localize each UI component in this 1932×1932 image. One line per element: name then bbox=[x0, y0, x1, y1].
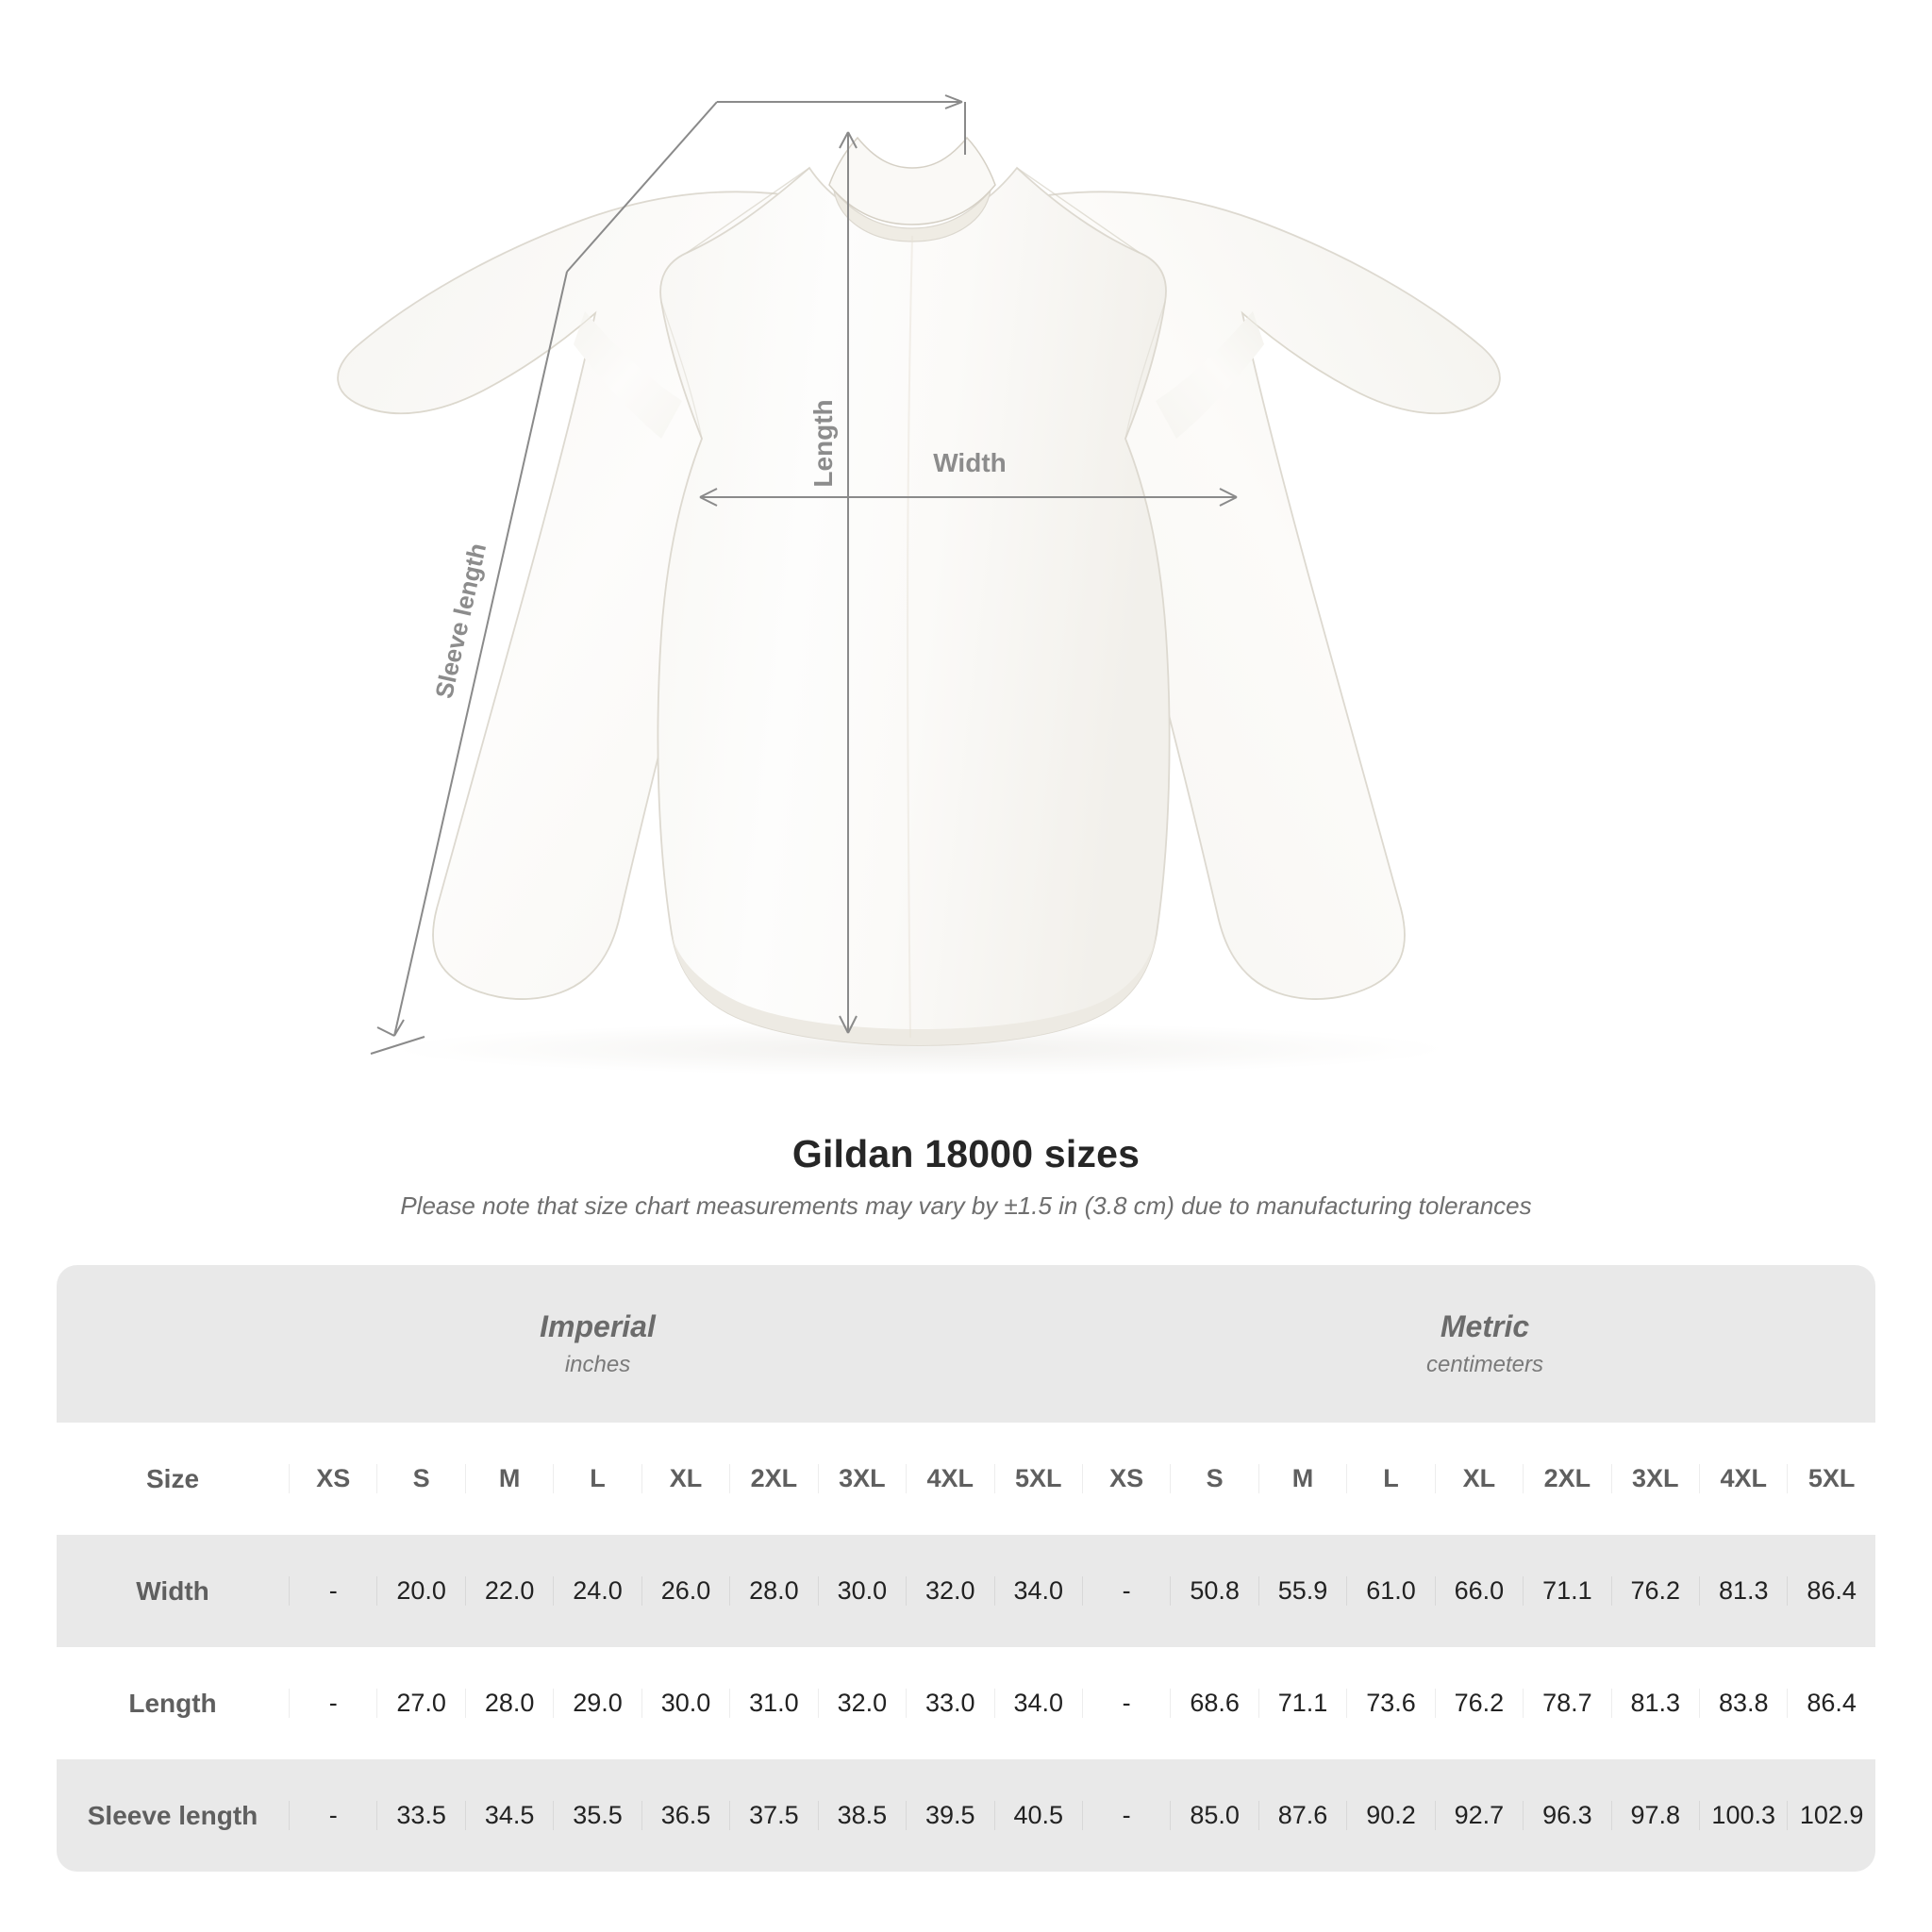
svg-text:Width: Width bbox=[933, 448, 1007, 477]
svg-text:Length: Length bbox=[808, 399, 838, 487]
svg-text:Sleeve length: Sleeve length bbox=[429, 541, 491, 701]
